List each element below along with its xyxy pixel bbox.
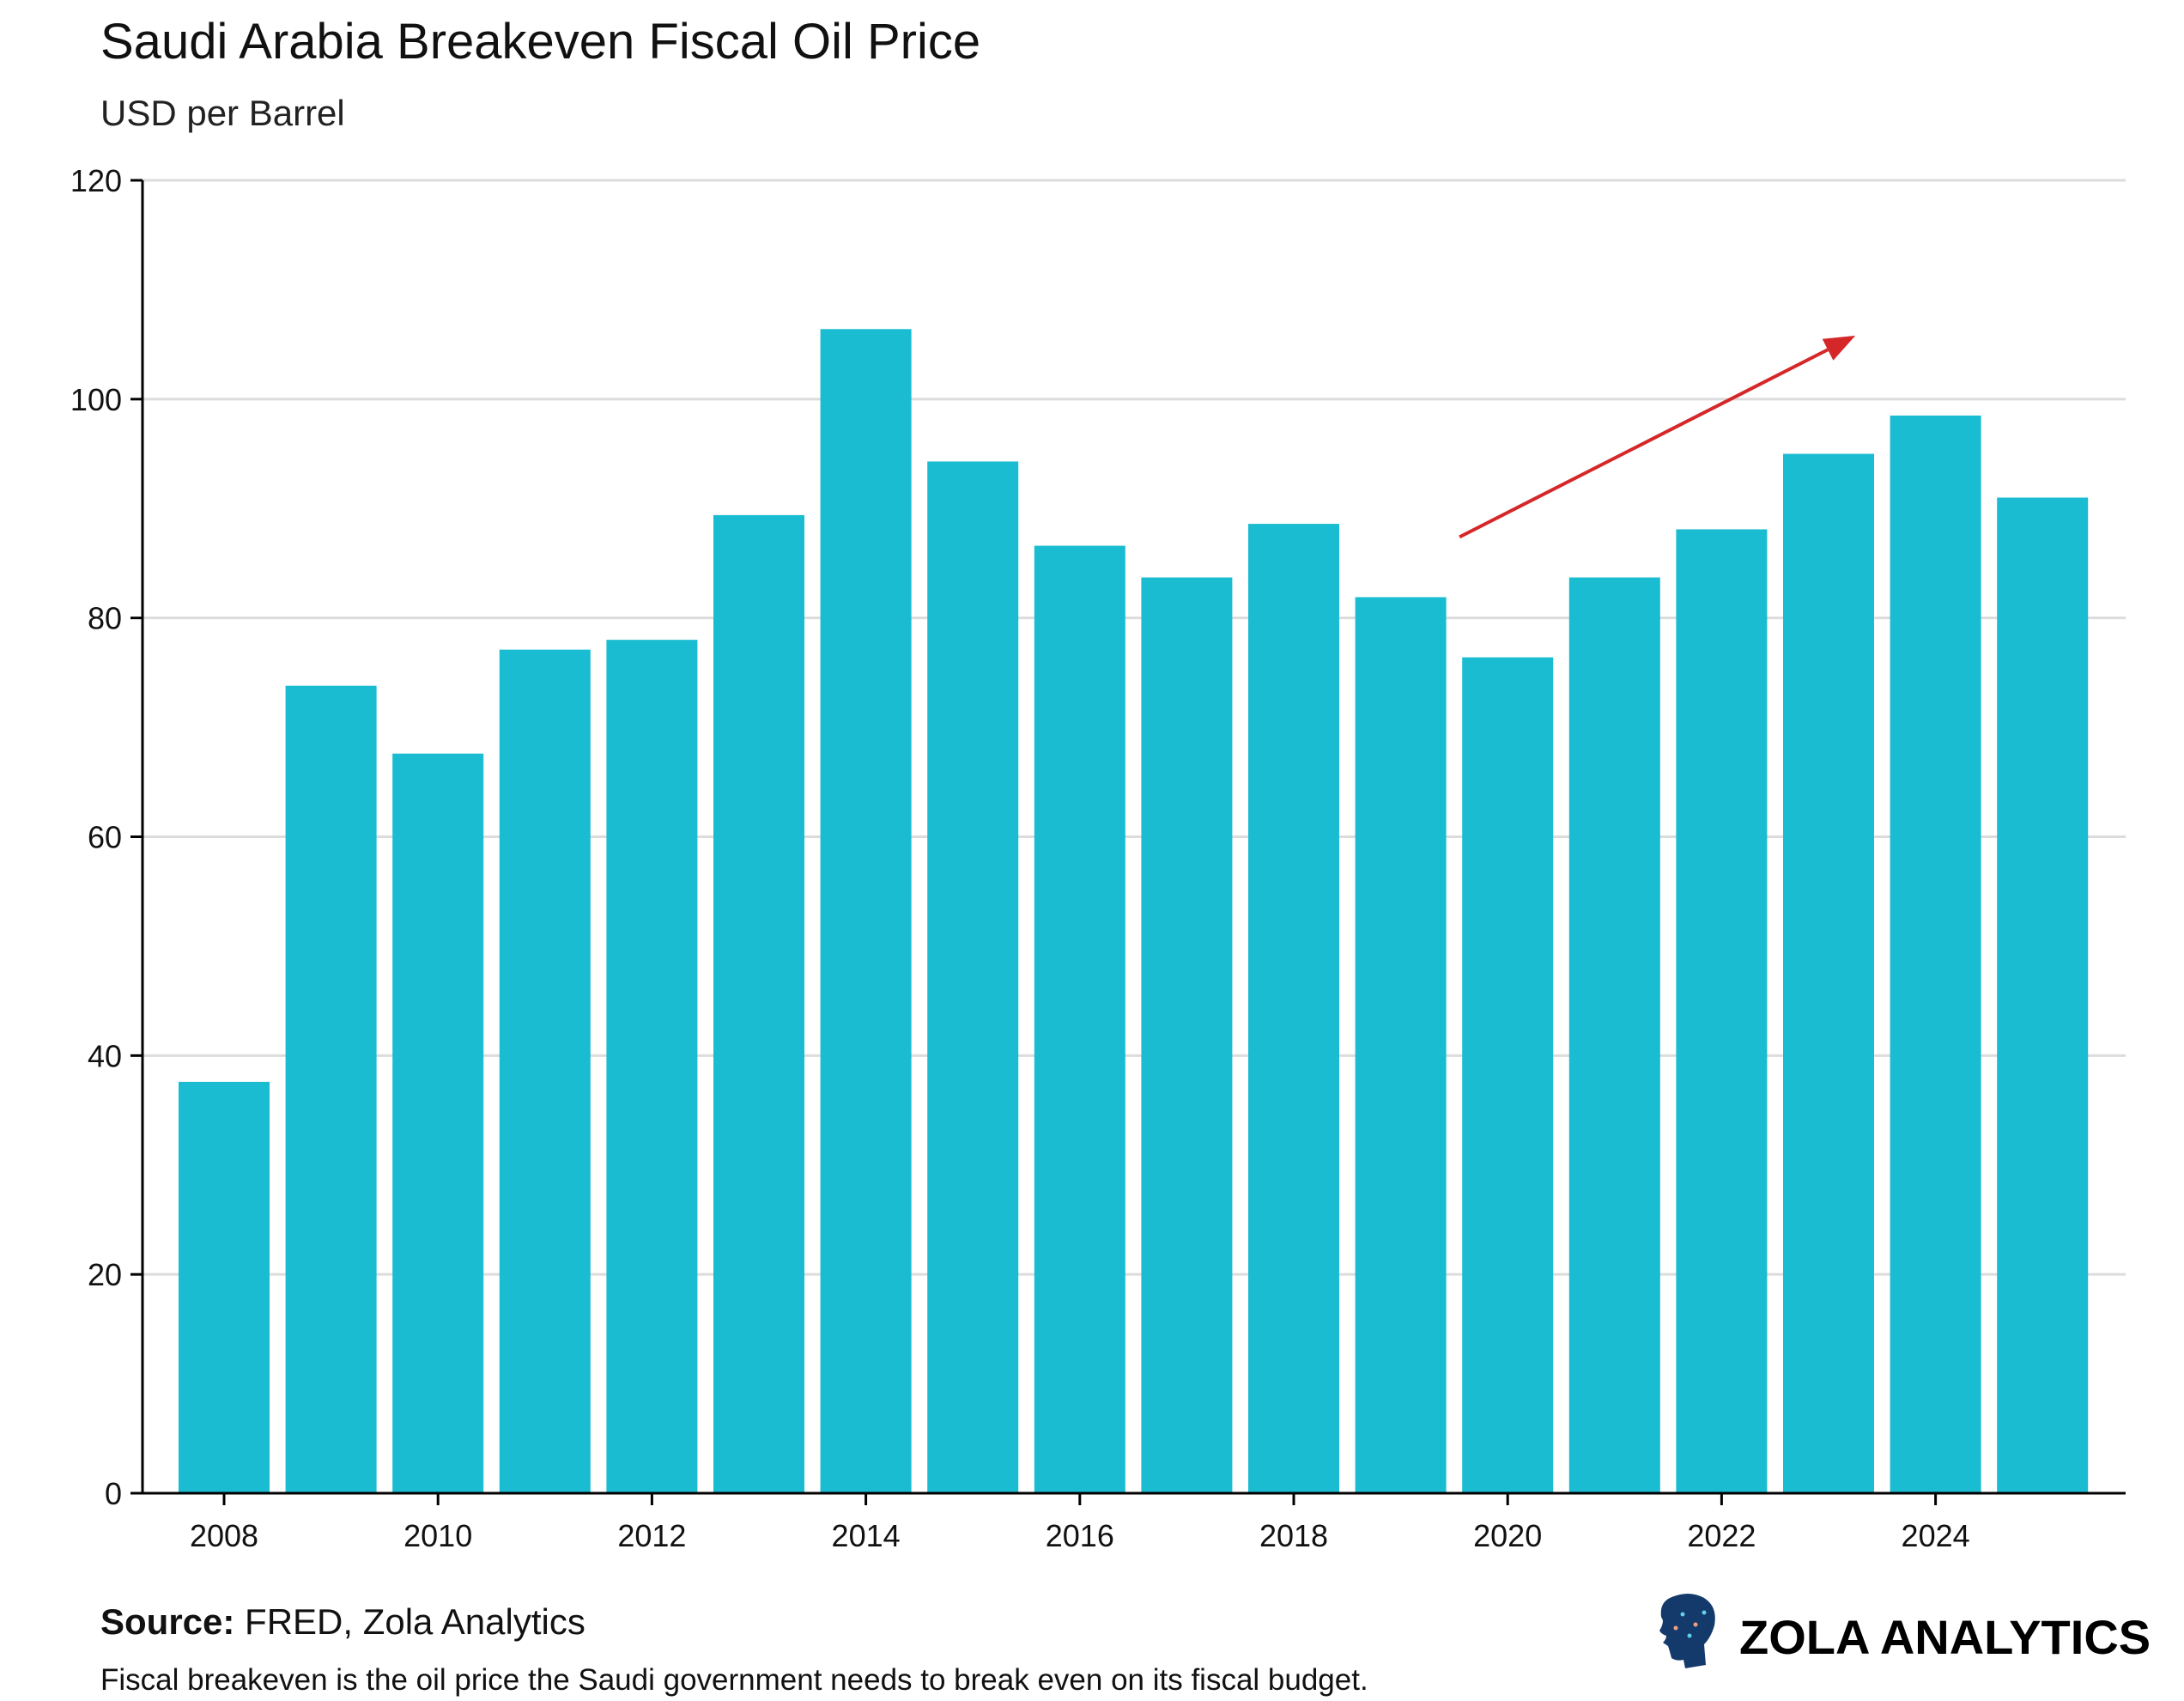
y-tick-label: 60	[88, 820, 122, 855]
y-tick-label: 40	[88, 1038, 122, 1073]
x-tick-label: 2010	[403, 1518, 472, 1553]
bar-2010	[392, 753, 484, 1493]
x-tick-label: 2016	[1046, 1518, 1114, 1553]
y-tick-label: 80	[88, 601, 122, 636]
y-tick-label: 100	[70, 382, 122, 417]
source-label: Source:	[100, 1601, 234, 1642]
x-tick-label: 2018	[1259, 1518, 1328, 1553]
y-tick-label: 20	[88, 1257, 122, 1292]
bar-2009	[285, 685, 377, 1493]
x-tick-label: 2014	[832, 1518, 901, 1553]
bar-2022	[1676, 529, 1768, 1493]
bar-2013	[713, 514, 804, 1493]
bar-2023	[1783, 453, 1874, 1493]
bar-2012	[606, 640, 698, 1493]
x-tick-label: 2012	[617, 1518, 686, 1553]
source-line: Source: FRED, Zola Analytics	[100, 1601, 585, 1642]
bar-2015	[927, 461, 1019, 1493]
bars	[179, 329, 2089, 1494]
bar-2011	[499, 649, 591, 1493]
bar-2017	[1141, 577, 1233, 1494]
bar-2020	[1462, 657, 1554, 1493]
footnote: Fiscal breakeven is the oil price the Sa…	[100, 1663, 1368, 1697]
trend-arrow-line	[1459, 348, 1829, 539]
source-text: FRED, Zola Analytics	[234, 1601, 585, 1642]
bar-2014	[820, 329, 912, 1494]
logo-text: ZOLA ANALYTICS	[1739, 1610, 2151, 1664]
x-tick-label: 2008	[190, 1518, 258, 1553]
x-tick-label: 2024	[1902, 1518, 1970, 1553]
chart-title: Saudi Arabia Breakeven Fiscal Oil Price	[100, 14, 980, 70]
x-tick-label: 2022	[1687, 1518, 1756, 1553]
bar-2024	[1890, 415, 1981, 1494]
bar-2025	[1997, 497, 2089, 1494]
chart-subtitle: USD per Barrel	[100, 93, 345, 133]
head-circuit-icon	[1659, 1594, 1715, 1668]
bar-2019	[1355, 597, 1447, 1493]
zola-logo: ZOLA ANALYTICS	[1659, 1594, 2151, 1668]
x-tick-label: 2020	[1473, 1518, 1542, 1553]
bar-2008	[179, 1081, 270, 1493]
y-tick-label: 0	[105, 1476, 122, 1511]
bar-2016	[1034, 545, 1125, 1493]
trend-arrow-head	[1822, 335, 1856, 361]
bar-2021	[1568, 577, 1660, 1494]
annotations	[1459, 335, 1856, 539]
bar-2018	[1248, 524, 1339, 1493]
y-tick-label: 120	[70, 163, 122, 198]
axes: 0 20 40 60 80 100 120 2008 2010 2012 2014 2016 2018 2…	[70, 163, 2126, 1553]
